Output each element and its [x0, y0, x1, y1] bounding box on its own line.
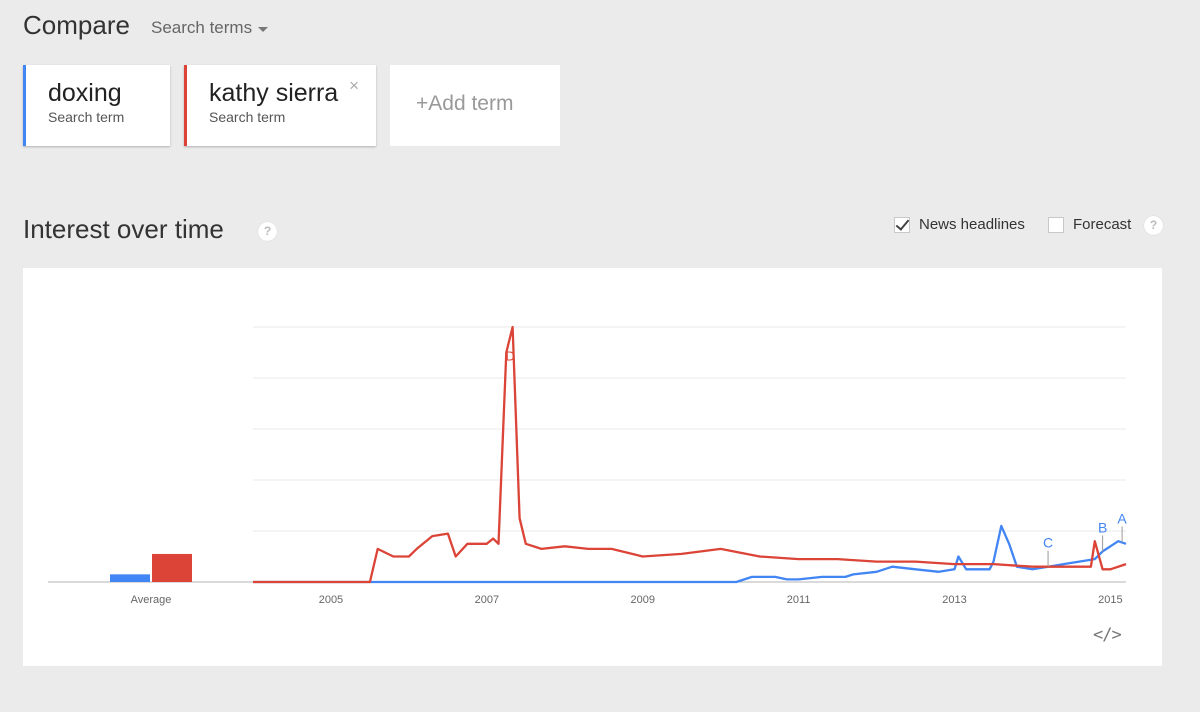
forecast-label: Forecast — [1073, 216, 1132, 233]
x-tick-label: 2005 — [319, 594, 343, 606]
annotation-label: B — [1098, 519, 1107, 535]
chevron-down-icon — [258, 26, 269, 32]
x-tick-label: 2013 — [942, 594, 966, 606]
series-line-1 — [253, 524, 1127, 584]
news-headlines-toggle[interactable]: News headlines — [894, 215, 1025, 233]
term-subtitle: Search term — [209, 109, 286, 125]
annotation-label: D — [506, 349, 515, 364]
term-card-kathy-sierra[interactable]: kathy sierra Search term × — [184, 65, 376, 146]
search-terms-label: Search terms — [151, 18, 253, 37]
forecast-help-icon[interactable]: ? — [1144, 216, 1163, 235]
x-tick-label: 2011 — [787, 594, 811, 606]
term-name: doxing — [48, 79, 122, 107]
add-term-label: +Add term — [416, 92, 514, 115]
term-card-doxing[interactable]: doxing Search term — [23, 65, 170, 146]
news-headlines-label: News headlines — [919, 216, 1025, 233]
help-icon[interactable]: ? — [258, 222, 277, 241]
embed-code-icon[interactable]: </> — [1093, 625, 1122, 645]
annotation-label: A — [1117, 510, 1127, 526]
forecast-checkbox[interactable] — [1048, 216, 1064, 233]
checkmark-icon — [895, 215, 910, 231]
forecast-toggle[interactable]: Forecast — [1048, 216, 1131, 233]
news-headlines-checkbox[interactable] — [894, 215, 910, 233]
close-icon[interactable]: × — [349, 76, 359, 95]
interest-over-time-chart: Average 2005 2007 2009 2011 2013 2015 D C BA — [48, 325, 1127, 606]
average-bar-2 — [152, 553, 192, 582]
section-title: Interest over time — [23, 214, 224, 244]
add-term-button[interactable]: +Add term — [390, 65, 560, 146]
term-name: kathy sierra — [209, 79, 339, 107]
annotation-label: C — [1043, 535, 1053, 551]
x-tick-label: 2015 — [1098, 594, 1122, 606]
term-subtitle: Search term — [48, 109, 125, 125]
search-terms-dropdown[interactable]: Search terms — [151, 18, 269, 38]
average-bar-1 — [110, 574, 150, 582]
series-line-2 — [253, 325, 1127, 584]
compare-title: Compare — [23, 10, 130, 40]
interest-chart-panel: Average 2005 2007 2009 2011 2013 2015 D C B A </> — [23, 268, 1162, 666]
x-tick-label: 2009 — [630, 594, 654, 606]
x-tick-label: 2007 — [475, 594, 499, 606]
average-label: Average — [131, 594, 172, 606]
